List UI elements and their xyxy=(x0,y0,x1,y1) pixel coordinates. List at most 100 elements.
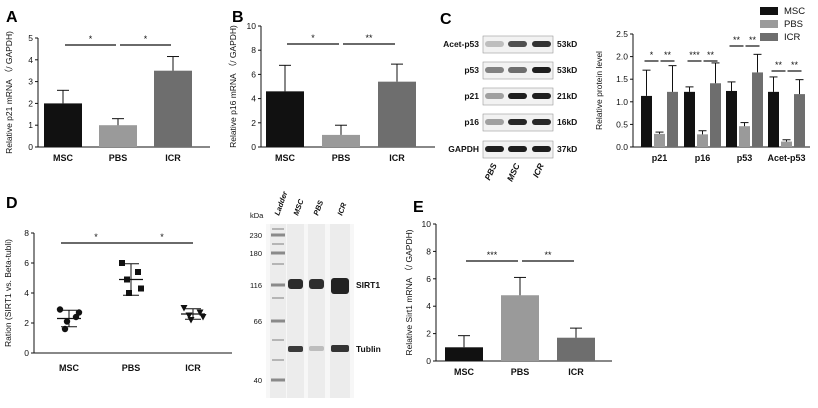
data-point xyxy=(180,305,188,312)
data-point xyxy=(61,325,69,333)
bar xyxy=(654,133,665,147)
blot-row-label: p16 xyxy=(464,117,479,127)
y-axis-title: Ration (SIRT1 vs. Beta-tubli) xyxy=(3,239,13,347)
y-axis-title: Relative Sirt1 mRNA （/ GAPDH) xyxy=(404,229,414,355)
chart-b: 0 2 4 6 8 10 Relative p16 mRNA （/ GAPDH) MSC PBS… xyxy=(228,21,435,163)
legend-label: PBS xyxy=(784,19,803,30)
y-tick-label: 4 xyxy=(251,94,256,104)
tublin-band xyxy=(288,346,303,352)
ladder-band xyxy=(271,251,285,255)
blot-size-label: 37kD xyxy=(557,144,577,154)
y-tick-label: 2.5 xyxy=(616,29,628,39)
significance-label: *** xyxy=(487,250,498,260)
bar xyxy=(768,91,779,147)
bar xyxy=(781,141,792,147)
blot-lane-label: MSC xyxy=(505,161,522,183)
panel-letter-e: E xyxy=(413,199,424,216)
y-tick-label: 6 xyxy=(24,258,29,268)
blot-lane-label: PBS xyxy=(311,199,325,217)
y-tick-label: 4 xyxy=(28,55,33,65)
bar xyxy=(266,91,304,147)
bar xyxy=(99,125,137,147)
blot-lane-label: ICR xyxy=(531,161,547,179)
ladder-band xyxy=(271,283,285,287)
blot-band xyxy=(532,41,551,47)
blot-row-label: Acet-p53 xyxy=(443,39,479,49)
x-tick-label: ICR xyxy=(185,363,201,373)
x-tick-label: ICR xyxy=(389,153,405,163)
blot-band xyxy=(508,41,527,47)
ladder-band xyxy=(272,263,284,265)
y-tick-label: 8 xyxy=(24,228,29,238)
x-tick-label: MSC xyxy=(59,363,80,373)
blot-band xyxy=(508,93,527,99)
chart-e: 0 2 4 6 8 10 Relative Sirt1 mRNA （/ GAPDH) MSC P… xyxy=(404,219,612,377)
blot-lane xyxy=(308,224,325,398)
band-label: SIRT1 xyxy=(356,280,380,290)
significance-label: * xyxy=(311,33,315,43)
blot-size-label: 16kD xyxy=(557,117,577,127)
significance-label: * xyxy=(94,232,98,242)
size-marker-label: 116 xyxy=(250,281,262,290)
ladder-band xyxy=(271,319,285,323)
y-tick-label: 0.0 xyxy=(616,142,628,152)
significance-label: ** xyxy=(775,60,783,70)
y-tick-label: 5 xyxy=(28,33,33,43)
blot-band xyxy=(508,119,527,125)
blot-size-label: 21kD xyxy=(557,91,577,101)
y-tick-label: 1.5 xyxy=(616,74,628,84)
blot-row-label: p21 xyxy=(464,91,479,101)
blot-lane-label: PBS xyxy=(482,161,499,181)
y-tick-label: 2 xyxy=(28,98,33,108)
bar xyxy=(501,295,539,361)
bar xyxy=(445,347,483,361)
y-axis-title: Relative protein level xyxy=(594,51,604,130)
capillary-blot-d: kDa 230 180 116 66 40 SIRT1 Tublin Ladder MSC PBS I… xyxy=(249,189,381,398)
data-point xyxy=(75,309,83,316)
y-tick-label: 6 xyxy=(251,69,256,79)
bar xyxy=(44,103,82,147)
blot-row-label: GAPDH xyxy=(448,144,479,154)
significance-label: ** xyxy=(749,35,757,45)
y-tick-label: 0 xyxy=(426,356,431,366)
blot-lane-label: MSC xyxy=(291,197,305,216)
size-marker-label: 230 xyxy=(249,231,262,240)
ladder-band xyxy=(272,359,284,361)
x-tick-label: MSC xyxy=(454,367,475,377)
blot-band xyxy=(485,119,504,125)
blot-band xyxy=(485,93,504,99)
bar xyxy=(794,94,805,147)
bar xyxy=(684,91,695,147)
legend-swatch xyxy=(760,33,778,41)
blot-lane xyxy=(330,224,350,398)
blot-band xyxy=(485,67,504,73)
y-axis-title: Relative p16 mRNA （/ GAPDH) xyxy=(228,25,238,148)
y-tick-label: 1.0 xyxy=(616,97,628,107)
significance-label: * xyxy=(160,232,164,242)
ladder-band xyxy=(272,228,284,230)
data-point xyxy=(119,260,125,266)
kda-label: kDa xyxy=(250,211,264,220)
x-tick-label: Acet-p53 xyxy=(767,153,805,163)
legend-label: MSC xyxy=(784,6,805,17)
blot-band xyxy=(508,146,527,152)
tublin-band xyxy=(309,346,324,351)
y-tick-label: 1 xyxy=(28,120,33,130)
data-point xyxy=(135,269,141,275)
x-tick-label: PBS xyxy=(511,367,530,377)
ladder-band xyxy=(272,297,284,299)
data-point xyxy=(199,314,207,321)
blot-band xyxy=(485,146,504,152)
y-tick-label: 2 xyxy=(24,318,29,328)
ladder-band xyxy=(272,339,284,341)
x-tick-label: p21 xyxy=(652,153,668,163)
significance-label: *** xyxy=(689,50,700,60)
y-tick-label: 4 xyxy=(24,288,29,298)
size-marker-label: 40 xyxy=(254,376,262,385)
chart-d: 0 2 4 6 8 Ration (SIRT1 vs. Beta-tubli) MSC PBS… xyxy=(3,228,232,373)
blot-lane xyxy=(270,224,286,398)
ladder-band xyxy=(272,243,284,245)
data-point xyxy=(138,285,144,292)
significance-label: * xyxy=(650,50,654,60)
